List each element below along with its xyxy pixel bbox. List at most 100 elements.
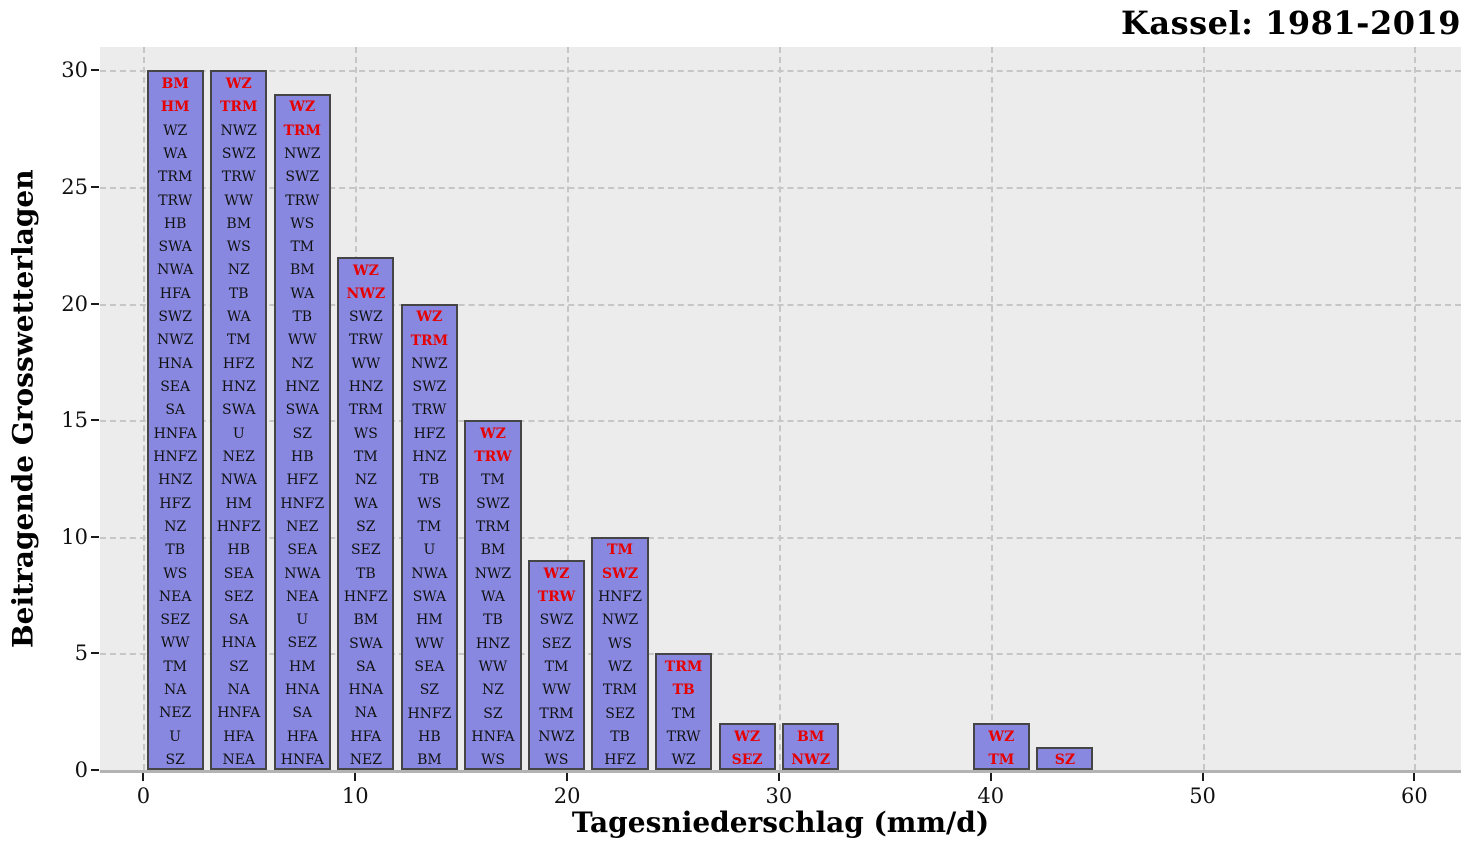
bar-label: WA — [481, 589, 505, 605]
bar-label: NEA — [285, 588, 319, 605]
bar-label: SA — [292, 705, 313, 722]
bar: WZ TRW TM SWZ TRM BM NWZ WA TB HNZ WW NZ SZ HNFA WS — [464, 420, 522, 770]
bar-label: SA — [165, 402, 186, 419]
bar-label: WZ — [289, 99, 316, 116]
x-tick-mark — [566, 773, 569, 781]
bar-label: SA — [355, 658, 376, 675]
x-tick-mark — [1201, 773, 1204, 781]
x-tick-mark — [1413, 773, 1416, 781]
bar-label: NEZ — [286, 518, 319, 535]
x-gridline — [778, 47, 781, 770]
bar-label: SWZ — [412, 379, 447, 396]
bar-label: HM — [289, 658, 316, 675]
bar-label: HNFA — [217, 705, 261, 722]
bar-label: SEZ — [605, 705, 635, 722]
bar-label: TB — [356, 565, 376, 582]
bar-label: NEZ — [349, 752, 382, 769]
bar-label: NWA — [220, 472, 257, 489]
bar-label: SZ — [229, 658, 249, 675]
bar: WZ TRW SWZ SEZ TM WW TRM NWZ WS — [527, 560, 586, 770]
bar-label: WW — [478, 658, 508, 675]
bar-label: TM — [671, 705, 696, 722]
bar-label: HNFZ — [598, 589, 642, 606]
bar-label: NWA — [411, 565, 448, 582]
y-gridline — [100, 420, 1461, 423]
bar-label: WS — [353, 425, 378, 442]
bar-label: WZ — [988, 729, 1015, 745]
bar-label: HFZ — [222, 355, 255, 372]
bar-label: TRW — [158, 192, 193, 209]
x-tick-mark — [777, 773, 780, 781]
bar-label: WW — [351, 355, 381, 372]
bar-label: WA — [353, 495, 378, 512]
bar: WZ TRM NWZ SWZ TRW HFZ HNZ TB WS TM U NWA SWA HM WW SEA… — [400, 303, 458, 770]
bar-label: HFA — [286, 728, 318, 745]
bar-label: SEZ — [541, 635, 572, 652]
bar-label: HNFZ — [216, 518, 261, 535]
x-tick-mark — [989, 773, 992, 781]
bar-label: BM — [353, 612, 379, 629]
bar-label: NA — [354, 705, 378, 722]
y-gridline — [100, 70, 1461, 73]
bar-label: HNZ — [412, 449, 447, 466]
bar-label: NEZ — [159, 705, 192, 722]
x-tick-mark — [354, 773, 357, 781]
bar: TM SWZ HNFZ NWZ WS WZ TRM SEZ TB HFZ — [591, 536, 649, 770]
bar-label: SWA — [412, 588, 447, 605]
bar-label: HB — [291, 448, 314, 465]
bar-label: HFZ — [286, 472, 319, 489]
bar: TRM TB TM TRW WZ — [654, 653, 713, 770]
y-gridline — [100, 303, 1461, 306]
bar-label: TM — [481, 472, 505, 489]
bar-label: NWZ — [346, 285, 386, 302]
bar-label: HB — [163, 215, 187, 232]
x-tick-label: 50 — [1189, 784, 1216, 808]
y-tick-mark — [91, 185, 99, 188]
bar-label: NWZ — [220, 122, 257, 139]
bar-label: HM — [225, 495, 252, 512]
bar-label: NWZ — [284, 145, 321, 162]
bar-label: BM — [226, 215, 252, 232]
bar-label: TB — [165, 542, 185, 559]
bar-label: WS — [480, 752, 505, 769]
bar-label: SWZ — [602, 565, 639, 582]
bar-label: TRW — [412, 402, 447, 419]
bar-label: WZ — [163, 122, 188, 139]
y-tick-mark — [91, 769, 99, 771]
bar-label: SWA — [285, 402, 319, 419]
bar-label: WW — [287, 332, 317, 349]
bar-label: SA — [228, 612, 249, 629]
bar-label: SEZ — [160, 612, 190, 629]
bar-label: SWZ — [348, 309, 383, 326]
bar-label: SEZ — [287, 635, 318, 652]
bar-label: SEA — [414, 658, 445, 675]
bar-label: HB — [418, 728, 441, 745]
bar-label: NZ — [164, 518, 187, 535]
y-gridline — [100, 186, 1461, 189]
bar-label: HM — [160, 99, 190, 116]
bar-label: HNFZ — [280, 495, 325, 512]
bar-label: TRW — [348, 332, 383, 349]
bar-label: SEZ — [731, 752, 763, 769]
bar-label: SEA — [160, 379, 191, 396]
bar: WZ TRM NWZ SWZ TRW WW BM WS NZ TB WA TM HFZ HNZ SWA U NE… — [210, 70, 268, 770]
bar-label: HNA — [157, 355, 193, 372]
bar-label: BM — [480, 542, 506, 559]
bar-label: NZ — [227, 262, 250, 279]
bar-label: HNA — [284, 682, 320, 699]
bar-label: TRM — [219, 99, 258, 116]
bar-label: HNZ — [158, 472, 193, 489]
bar-label: SWA — [222, 402, 256, 419]
x-tick-mark — [142, 773, 145, 781]
y-tick-label: 25 — [61, 174, 88, 199]
x-axis-label: Tagesniederschlag (mm/d) — [571, 806, 990, 839]
bar-label: HFA — [159, 285, 191, 302]
bar-label: NWZ — [411, 355, 448, 372]
y-tick-mark — [91, 535, 99, 538]
bar-label: WA — [226, 309, 251, 326]
bar-label: NA — [164, 682, 187, 699]
y-tick-mark — [91, 69, 99, 72]
y-axis-label: Beitragende Grosswetterlagen — [6, 169, 40, 648]
bar-label: HFA — [350, 728, 382, 745]
bar-label: U — [232, 425, 245, 442]
